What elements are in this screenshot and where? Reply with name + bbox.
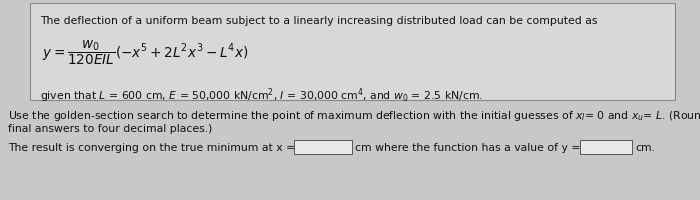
Text: The result is converging on the true minimum at x =: The result is converging on the true min…	[8, 142, 295, 152]
Text: cm where the function has a value of y =: cm where the function has a value of y =	[355, 142, 580, 152]
Text: Use the golden-section search to determine the point of maximum deflection with : Use the golden-section search to determi…	[8, 108, 700, 122]
Bar	[30, 4, 675, 100]
Bar	[294, 140, 352, 154]
Text: $y = \dfrac{w_0}{120EIL}\left(-x^5 + 2L^2x^3 - L^4x\right)$: $y = \dfrac{w_0}{120EIL}\left(-x^5 + 2L^…	[42, 38, 248, 66]
Text: final answers to four decimal places.): final answers to four decimal places.)	[8, 123, 212, 133]
Text: The deflection of a uniform beam subject to a linearly increasing distributed lo: The deflection of a uniform beam subject…	[40, 16, 598, 26]
Text: cm.: cm.	[635, 142, 655, 152]
Text: given that $L$ = 600 cm, $E$ = 50,000 kN/cm$^2$, $I$ = 30,000 cm$^4$, and $w_0$ : given that $L$ = 600 cm, $E$ = 50,000 kN…	[40, 86, 483, 104]
Bar	[580, 140, 632, 154]
